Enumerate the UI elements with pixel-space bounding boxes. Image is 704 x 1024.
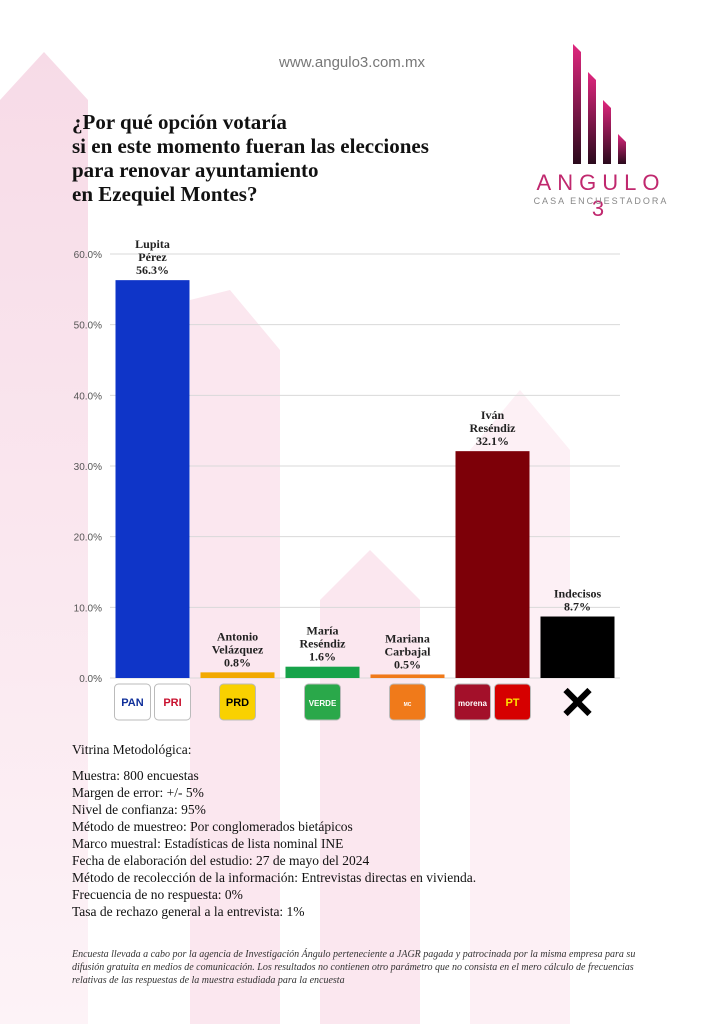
data-label: 8.7% xyxy=(564,600,591,614)
data-label: Lupita xyxy=(135,237,170,251)
vote-bar-chart: 0.0% 10.0% 20.0% 30.0% 40.0% 50.0% 60.0% Lupita… xyxy=(74,237,620,721)
methodology-line: Tasa de rechazo general a la entrevista:… xyxy=(72,904,305,919)
party-logo-icon xyxy=(114,683,151,721)
logo-name: ANGULO 3 xyxy=(536,170,666,221)
angulo3-logo-icon xyxy=(573,44,626,164)
methodology-section: Vitrina Metodológica: Muestra: 800 encue… xyxy=(72,741,672,920)
party-logo-label: MC xyxy=(404,702,412,708)
bg-arrow-middle xyxy=(190,290,280,1024)
y-tick-label: 20.0% xyxy=(74,533,102,544)
data-label: Antonio xyxy=(217,629,258,643)
title-line: para renovar ayuntamiento xyxy=(72,158,319,182)
party-logo-label: morena xyxy=(458,699,487,708)
data-label: Pérez xyxy=(138,250,167,264)
bar xyxy=(200,672,275,678)
data-label: Indecisos xyxy=(554,587,602,601)
methodology-line: Nivel de confianza: 95% xyxy=(72,802,206,817)
bar xyxy=(540,616,615,678)
bar xyxy=(370,674,445,678)
methodology-line: Fecha de elaboración del estudio: 27 de … xyxy=(72,853,370,868)
data-label: Reséndiz xyxy=(300,637,347,651)
data-label: 56.3% xyxy=(136,263,169,277)
party-logo-label: PT xyxy=(505,697,519,709)
website-url: www.angulo3.com.mx xyxy=(279,54,425,71)
party-logo-icon xyxy=(154,683,191,721)
data-label: 0.5% xyxy=(394,657,421,671)
y-tick-label: 40.0% xyxy=(74,391,102,402)
title-line: ¿Por qué opción votaría xyxy=(72,110,287,134)
title-line: en Ezequiel Montes? xyxy=(72,182,258,206)
party-logo-icon xyxy=(219,683,256,721)
page-title: ¿Por qué opción votaría si en este momen… xyxy=(72,110,512,206)
data-label: 0.8% xyxy=(224,655,251,669)
title-line: si en este momento fueran las elecciones xyxy=(72,134,429,158)
y-tick-label: 60.0% xyxy=(74,250,102,261)
party-logo-icon xyxy=(304,683,341,721)
x-mark-icon xyxy=(563,687,592,717)
methodology-line: Margen de error: +/- 5% xyxy=(72,785,204,800)
bar xyxy=(455,451,530,678)
data-label: Carbajal xyxy=(385,644,432,658)
methodology-line: Método de recolección de la información:… xyxy=(72,870,477,885)
methodology-line: Método de muestreo: Por conglomerados bi… xyxy=(72,819,353,834)
y-tick-label: 10.0% xyxy=(74,603,102,614)
data-label: Iván xyxy=(481,408,505,422)
y-tick-label: 30.0% xyxy=(74,462,102,473)
methodology-line: Frecuencia de no respuesta: 0% xyxy=(72,887,243,902)
data-label: 32.1% xyxy=(476,434,509,448)
methodology-heading: Vitrina Metodológica: xyxy=(72,742,192,757)
methodology-line: Marco muestral: Estadísticas de lista no… xyxy=(72,836,344,851)
party-logo-icon xyxy=(454,683,491,721)
party-logo-icon xyxy=(389,683,426,721)
y-tick-label: 50.0% xyxy=(74,321,102,332)
y-tick-label: 0.0% xyxy=(79,674,102,685)
party-logo-label: PRD xyxy=(226,697,249,709)
bar xyxy=(115,280,190,678)
party-logo-label: PAN xyxy=(121,697,143,709)
data-label: Reséndiz xyxy=(470,421,517,435)
bg-arrow-left xyxy=(0,52,88,1024)
disclaimer-text: Encuesta llevada a cabo por la agencia d… xyxy=(72,949,636,986)
party-logo-icon xyxy=(494,683,531,721)
methodology-line: Muestra: 800 encuestas xyxy=(72,768,199,783)
party-logo-label: VERDE xyxy=(309,699,337,708)
logo-subtitle: CASA ENCUESTADORA xyxy=(533,196,669,206)
data-label: Mariana xyxy=(385,631,430,645)
party-logo-label: PRI xyxy=(163,697,181,709)
bar xyxy=(285,666,360,678)
data-label: Velázquez xyxy=(212,642,264,656)
data-label: María xyxy=(307,624,339,638)
data-label: 1.6% xyxy=(309,650,336,664)
